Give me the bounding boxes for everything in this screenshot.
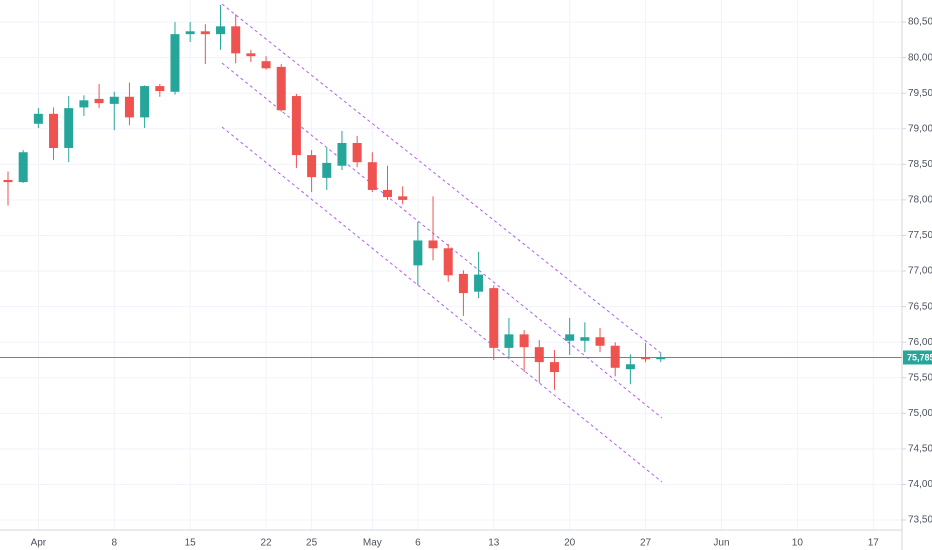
y-tick-label: 78,500 — [908, 159, 932, 170]
x-tick-label: 17 — [868, 538, 880, 549]
axes: 73,500 74,000 74,500 75,000 75,500 76,000 76,5… — [31, 17, 932, 549]
candle-body — [352, 142, 362, 163]
candle-body — [458, 273, 468, 294]
candle-body — [656, 357, 666, 360]
candle-body — [33, 113, 43, 124]
x-tick-label: 27 — [640, 538, 652, 549]
y-tick-label: 74,000 — [908, 479, 932, 490]
y-tick-label: 80,000 — [908, 52, 932, 63]
candle-body — [18, 152, 28, 183]
candle-body — [276, 66, 286, 111]
candle-body — [216, 26, 226, 35]
candle-body — [3, 179, 13, 183]
candle-body — [610, 345, 620, 368]
channel-middle — [221, 62, 663, 419]
y-tick-label: 80,500 — [908, 17, 932, 28]
y-tick-label: 79,000 — [908, 123, 932, 134]
y-tick-label: 75,000 — [908, 408, 932, 419]
candle-body — [504, 334, 514, 348]
candle-body — [383, 189, 392, 198]
candle-body — [261, 61, 271, 69]
x-tick-label: 15 — [185, 538, 197, 549]
y-tick-label: 77,500 — [908, 230, 932, 241]
x-tick-label: May — [363, 538, 382, 549]
candle-body — [322, 162, 332, 178]
x-tick-label: Apr — [31, 538, 47, 549]
x-tick-label: 25 — [306, 538, 318, 549]
y-tick-label: 76,000 — [908, 337, 932, 348]
candle-body — [367, 162, 377, 190]
candle-body — [64, 108, 74, 148]
candle-body — [519, 334, 529, 348]
candle-body — [489, 288, 499, 348]
x-tick-label: Jun — [713, 538, 729, 549]
candle-body — [428, 240, 438, 249]
x-tick-label: 10 — [792, 538, 804, 549]
candle-body — [185, 31, 195, 35]
candle-body — [641, 357, 651, 360]
y-tick-label: 79,500 — [908, 88, 932, 99]
candle-body — [49, 113, 59, 148]
candle-body — [337, 142, 347, 166]
candle-body — [246, 53, 256, 57]
x-tick-label: 6 — [415, 538, 421, 549]
channel-bottom — [221, 126, 663, 483]
candle-body — [231, 26, 241, 54]
y-tick-label: 78,000 — [908, 195, 932, 206]
candle-body — [474, 274, 484, 292]
candle-body — [155, 86, 165, 92]
y-tick-label: 77,000 — [908, 266, 932, 277]
candles — [0, 4, 902, 390]
channel-top — [221, 3, 663, 355]
candle-body — [595, 337, 605, 346]
y-tick-label: 74,500 — [908, 444, 932, 455]
candle-body — [170, 34, 180, 92]
candle-body — [307, 155, 317, 178]
x-tick-label: 8 — [111, 538, 117, 549]
y-tick-label: 73,500 — [908, 515, 932, 526]
candle-body — [580, 337, 590, 341]
candle-body — [94, 98, 104, 104]
candle-body — [109, 96, 119, 104]
candle-body — [200, 31, 210, 35]
candle-body — [398, 196, 408, 200]
last-price-label: 75,785 — [907, 352, 932, 362]
candle-body — [534, 347, 544, 363]
candle-body — [565, 334, 575, 341]
candle-body — [124, 96, 134, 118]
candle-body — [443, 248, 453, 276]
x-tick-label: 13 — [488, 538, 500, 549]
candle-body — [79, 100, 89, 108]
candle-body — [625, 364, 635, 370]
x-tick-label: 22 — [260, 538, 272, 549]
candle-body — [413, 240, 423, 266]
last-price-box — [903, 350, 932, 365]
candle-body — [291, 96, 301, 156]
y-tick-label: 76,500 — [908, 301, 932, 312]
candle-body — [549, 362, 559, 373]
y-tick-label: 75,500 — [908, 372, 932, 383]
candle-body — [140, 86, 150, 118]
x-tick-label: 20 — [564, 538, 576, 549]
